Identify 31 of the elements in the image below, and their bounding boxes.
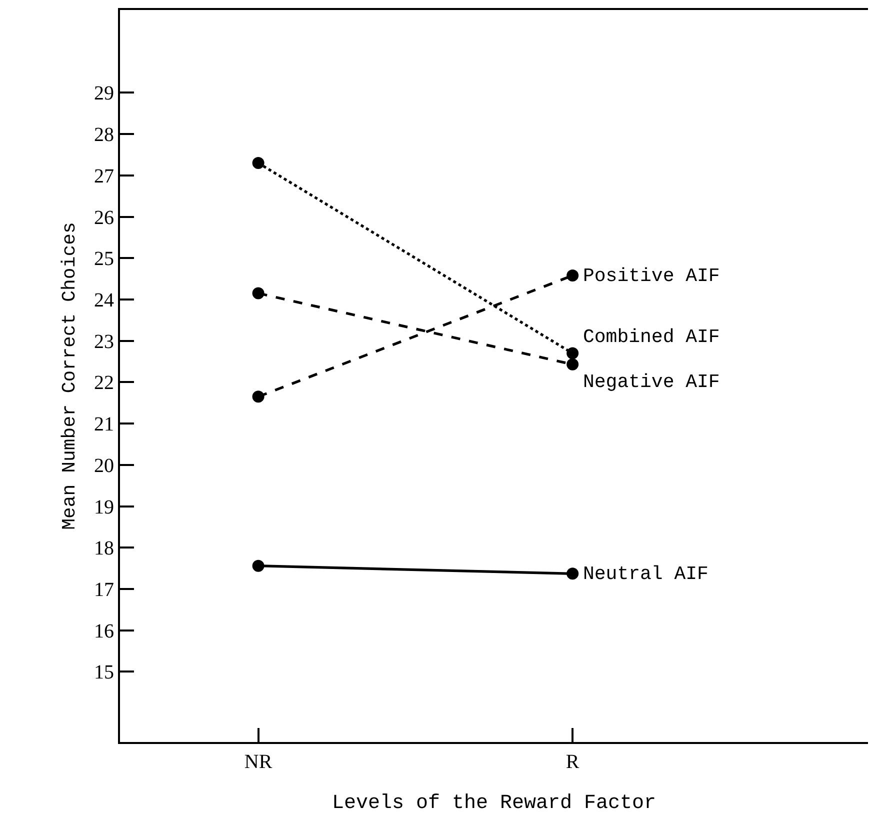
point: [566, 568, 579, 580]
y-tick-label: 20: [94, 454, 114, 477]
series-label: Negative AIF: [583, 371, 720, 393]
point: [252, 157, 264, 170]
series-label: Positive AIF: [583, 265, 720, 287]
x-axis-title: Levels of the Reward Factor: [332, 792, 656, 815]
y-tick-label: 22: [94, 372, 114, 394]
series-label: Neutral AIF: [583, 563, 708, 585]
y-tick-label: 16: [94, 620, 114, 642]
y-tick-label: 18: [94, 538, 114, 560]
y-tick-label: 27: [94, 165, 114, 188]
y-axis-title: Mean Number Correct Choices: [58, 222, 80, 530]
y-tick-label: 15: [94, 662, 114, 684]
y-tick-label: 25: [94, 248, 114, 270]
x-tick-label: NR: [244, 751, 273, 773]
point: [252, 390, 264, 403]
y-tick-label: 28: [94, 124, 114, 146]
y-tick-label: 23: [94, 330, 114, 353]
point: [566, 347, 579, 360]
series-label: Combined AIF: [583, 326, 720, 348]
y-tick-label: 21: [94, 414, 114, 436]
y-tick-label: 29: [94, 82, 114, 105]
y-tick-label: 19: [94, 496, 114, 518]
y-tick-label: 26: [94, 206, 114, 229]
point: [566, 358, 579, 370]
point: [566, 270, 579, 282]
y-tick-label: 24: [94, 289, 114, 312]
y-tick-label: 17: [94, 578, 114, 601]
point: [252, 560, 264, 572]
x-tick-label: R: [566, 751, 580, 773]
point: [252, 287, 264, 300]
